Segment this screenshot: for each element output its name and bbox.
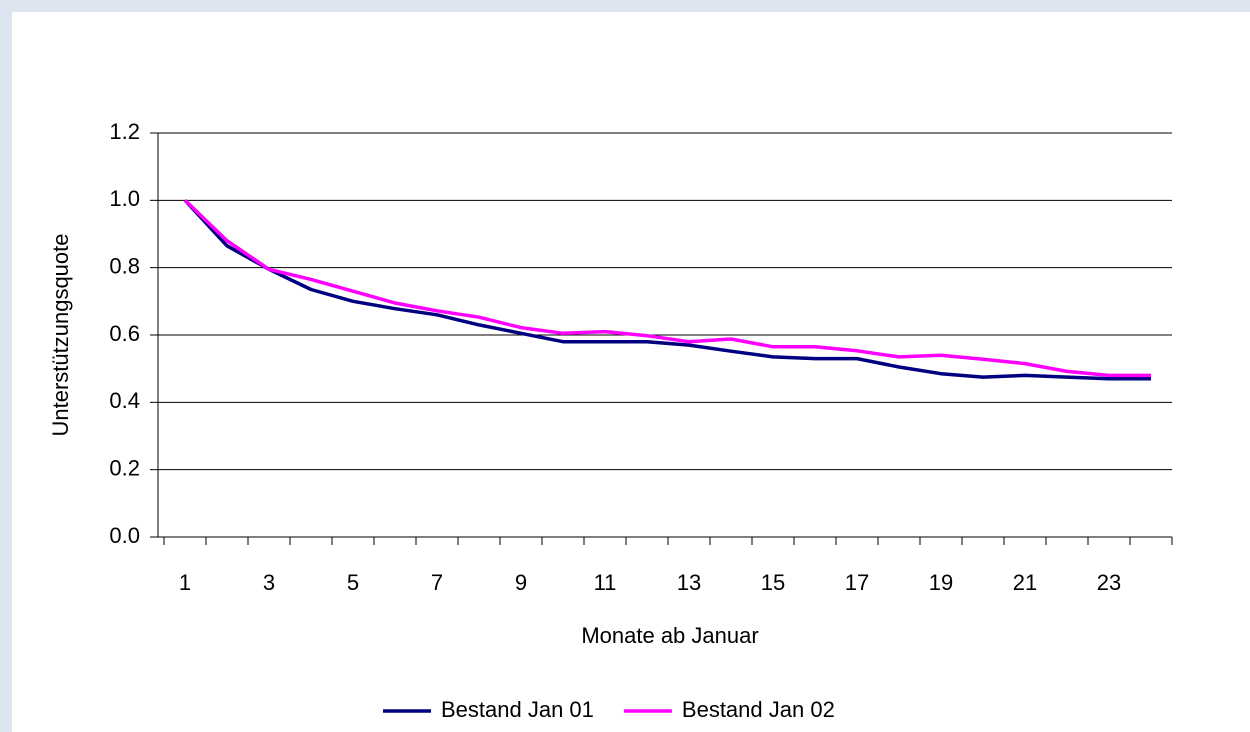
x-tick-label: 19: [929, 570, 953, 595]
series-line: [183, 199, 1151, 381]
y-tick-label: 0.8: [109, 253, 140, 278]
x-tick-label: 3: [263, 570, 275, 595]
y-tick-label: 1.0: [109, 186, 140, 211]
x-tick-label: 21: [1013, 570, 1037, 595]
x-tick-label: 17: [845, 570, 869, 595]
x-tick-label: 15: [761, 570, 785, 595]
x-tick-label: 1: [179, 570, 191, 595]
x-tick-label: 13: [677, 570, 701, 595]
x-tick-label: 9: [515, 570, 527, 595]
chart-area: [12, 12, 1250, 732]
x-tick-label: 11: [594, 570, 617, 595]
x-tick-label: 7: [431, 570, 443, 595]
x-tick-label: 23: [1097, 570, 1121, 595]
y-axis-title: Unterstützungsquote: [48, 233, 73, 436]
y-tick-label: 0.2: [109, 455, 140, 480]
y-tick-label: 0.4: [109, 388, 140, 413]
y-tick-label: 0.0: [109, 523, 140, 548]
legend-label: Bestand Jan 02: [682, 697, 835, 722]
y-tick-label: 1.2: [109, 119, 140, 144]
x-axis-title: Monate ab Januar: [581, 623, 758, 648]
x-tick-label: 5: [347, 570, 359, 595]
legend-label: Bestand Jan 01: [441, 697, 594, 722]
series-line: [183, 199, 1151, 378]
y-tick-label: 0.6: [109, 321, 140, 346]
